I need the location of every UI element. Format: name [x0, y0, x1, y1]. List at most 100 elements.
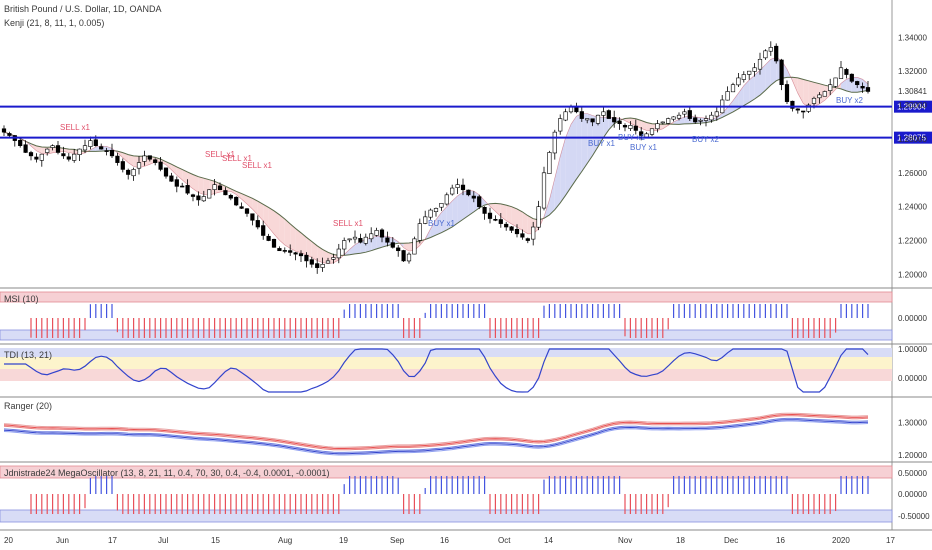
mega-axis-label: -0.50000 — [898, 512, 930, 521]
candle-body — [331, 257, 336, 260]
ma-ribbon-segment — [792, 77, 798, 94]
candle-body — [82, 145, 88, 151]
mega-upper-zone — [0, 465, 893, 479]
candle-body — [774, 45, 779, 62]
ma-ribbon-segment — [641, 120, 647, 131]
candle-body — [120, 161, 125, 170]
ma-ribbon-segment — [495, 203, 501, 217]
candle-body — [379, 229, 385, 238]
candle-body — [358, 238, 363, 243]
price-axis-label: 1.30000 — [898, 101, 927, 110]
candle-body — [115, 155, 120, 163]
candle-body — [136, 162, 142, 169]
candle-body — [563, 111, 568, 121]
candle-body — [277, 248, 282, 252]
ma-ribbon-segment — [743, 79, 750, 106]
price-axis-label: 1.32000 — [898, 67, 927, 76]
ma-ribbon-segment — [662, 124, 669, 129]
candle-body — [93, 139, 98, 146]
candle-body — [482, 206, 487, 214]
candle-body — [50, 145, 55, 148]
ma-ribbon-segment — [284, 219, 291, 249]
ma-ribbon-segment — [490, 203, 496, 212]
candle-body — [363, 236, 368, 244]
candle-body — [212, 184, 217, 190]
x-axis-label: 15 — [211, 536, 220, 545]
ma-ribbon-segment — [430, 219, 436, 238]
ma-ribbon-segment — [452, 195, 458, 227]
candle-body — [757, 58, 763, 70]
candle-body — [244, 208, 250, 214]
mega-axis-label: 0.00000 — [898, 490, 927, 499]
candle-body — [536, 206, 541, 228]
candle-body — [579, 111, 584, 119]
candle-body — [66, 156, 71, 160]
candle-body — [34, 156, 39, 160]
x-axis-label: 18 — [676, 536, 685, 545]
candle-body — [833, 77, 838, 87]
x-axis-label: 17 — [108, 536, 117, 545]
ma-ribbon-segment — [214, 181, 220, 194]
candle-body — [315, 263, 320, 268]
candle-body — [23, 144, 28, 153]
candle-body — [39, 153, 44, 161]
ma-ribbon-segment — [317, 245, 323, 263]
candle-body — [714, 111, 719, 117]
candle-body — [687, 110, 692, 119]
x-axis-label: 20 — [4, 536, 13, 545]
mega-lower-zone — [0, 509, 893, 523]
candle-body — [433, 208, 439, 212]
ma-ribbon-segment — [252, 198, 258, 215]
candle-body — [342, 240, 347, 250]
candle-body — [844, 69, 849, 75]
candle-body — [736, 77, 741, 86]
buy-signal-label: BUY x1 — [630, 143, 658, 152]
x-axis-label: 16 — [776, 536, 785, 545]
candle-body — [45, 148, 50, 153]
ma-ribbon-segment — [301, 232, 307, 255]
candle-body — [304, 254, 309, 262]
candle-body — [271, 238, 277, 248]
price-tag-label: 1.29904 — [897, 103, 926, 112]
candle-body — [860, 86, 865, 89]
buy-signal-label: BUY x2 — [692, 135, 720, 144]
candle-body — [288, 250, 293, 253]
candle-body — [558, 118, 563, 132]
ma-ribbon-segment — [263, 204, 269, 228]
mega-title: Jdnistrade24 MegaOscillator (13, 8, 21, … — [4, 468, 330, 478]
ma-ribbon-segment — [322, 249, 328, 264]
price-axis-label: 1.22000 — [898, 237, 927, 246]
candle-body — [1, 128, 7, 133]
candle-body — [487, 212, 493, 219]
x-axis-label: 16 — [440, 536, 449, 545]
candle-body — [655, 123, 660, 130]
ma-ribbon-segment — [770, 57, 777, 86]
price-axis-label: 1.28000 — [898, 135, 927, 144]
candle-body — [671, 116, 676, 120]
mega-axis-label: 0.50000 — [898, 469, 927, 478]
candle-body — [790, 100, 795, 109]
ma-ribbon-segment — [603, 117, 609, 138]
candle-body — [633, 125, 638, 131]
price-tag-label: 1.28075 — [897, 134, 926, 143]
ranger-band-line — [3, 412, 869, 448]
candle-body — [196, 195, 201, 201]
candle-body — [666, 118, 671, 124]
ma-ribbon-segment — [592, 115, 598, 156]
candle-body — [207, 189, 212, 199]
tdi-title: TDI (13, 21) — [4, 350, 52, 360]
candle-body — [239, 206, 244, 209]
x-axis-label: Dec — [724, 536, 738, 545]
ma-ribbon-segment — [727, 100, 733, 115]
tdi-axis-label: 0.00000 — [898, 374, 927, 383]
x-axis-label: Aug — [278, 536, 292, 545]
ma-ribbon-segment — [349, 244, 355, 255]
candle-body — [801, 110, 806, 113]
ma-ribbon-segment — [522, 211, 528, 234]
candle-body — [601, 111, 606, 116]
candle-body — [547, 152, 552, 174]
candle-body — [855, 81, 860, 86]
ma-ribbon-segment — [673, 119, 679, 125]
ranger-band-line — [3, 419, 869, 455]
